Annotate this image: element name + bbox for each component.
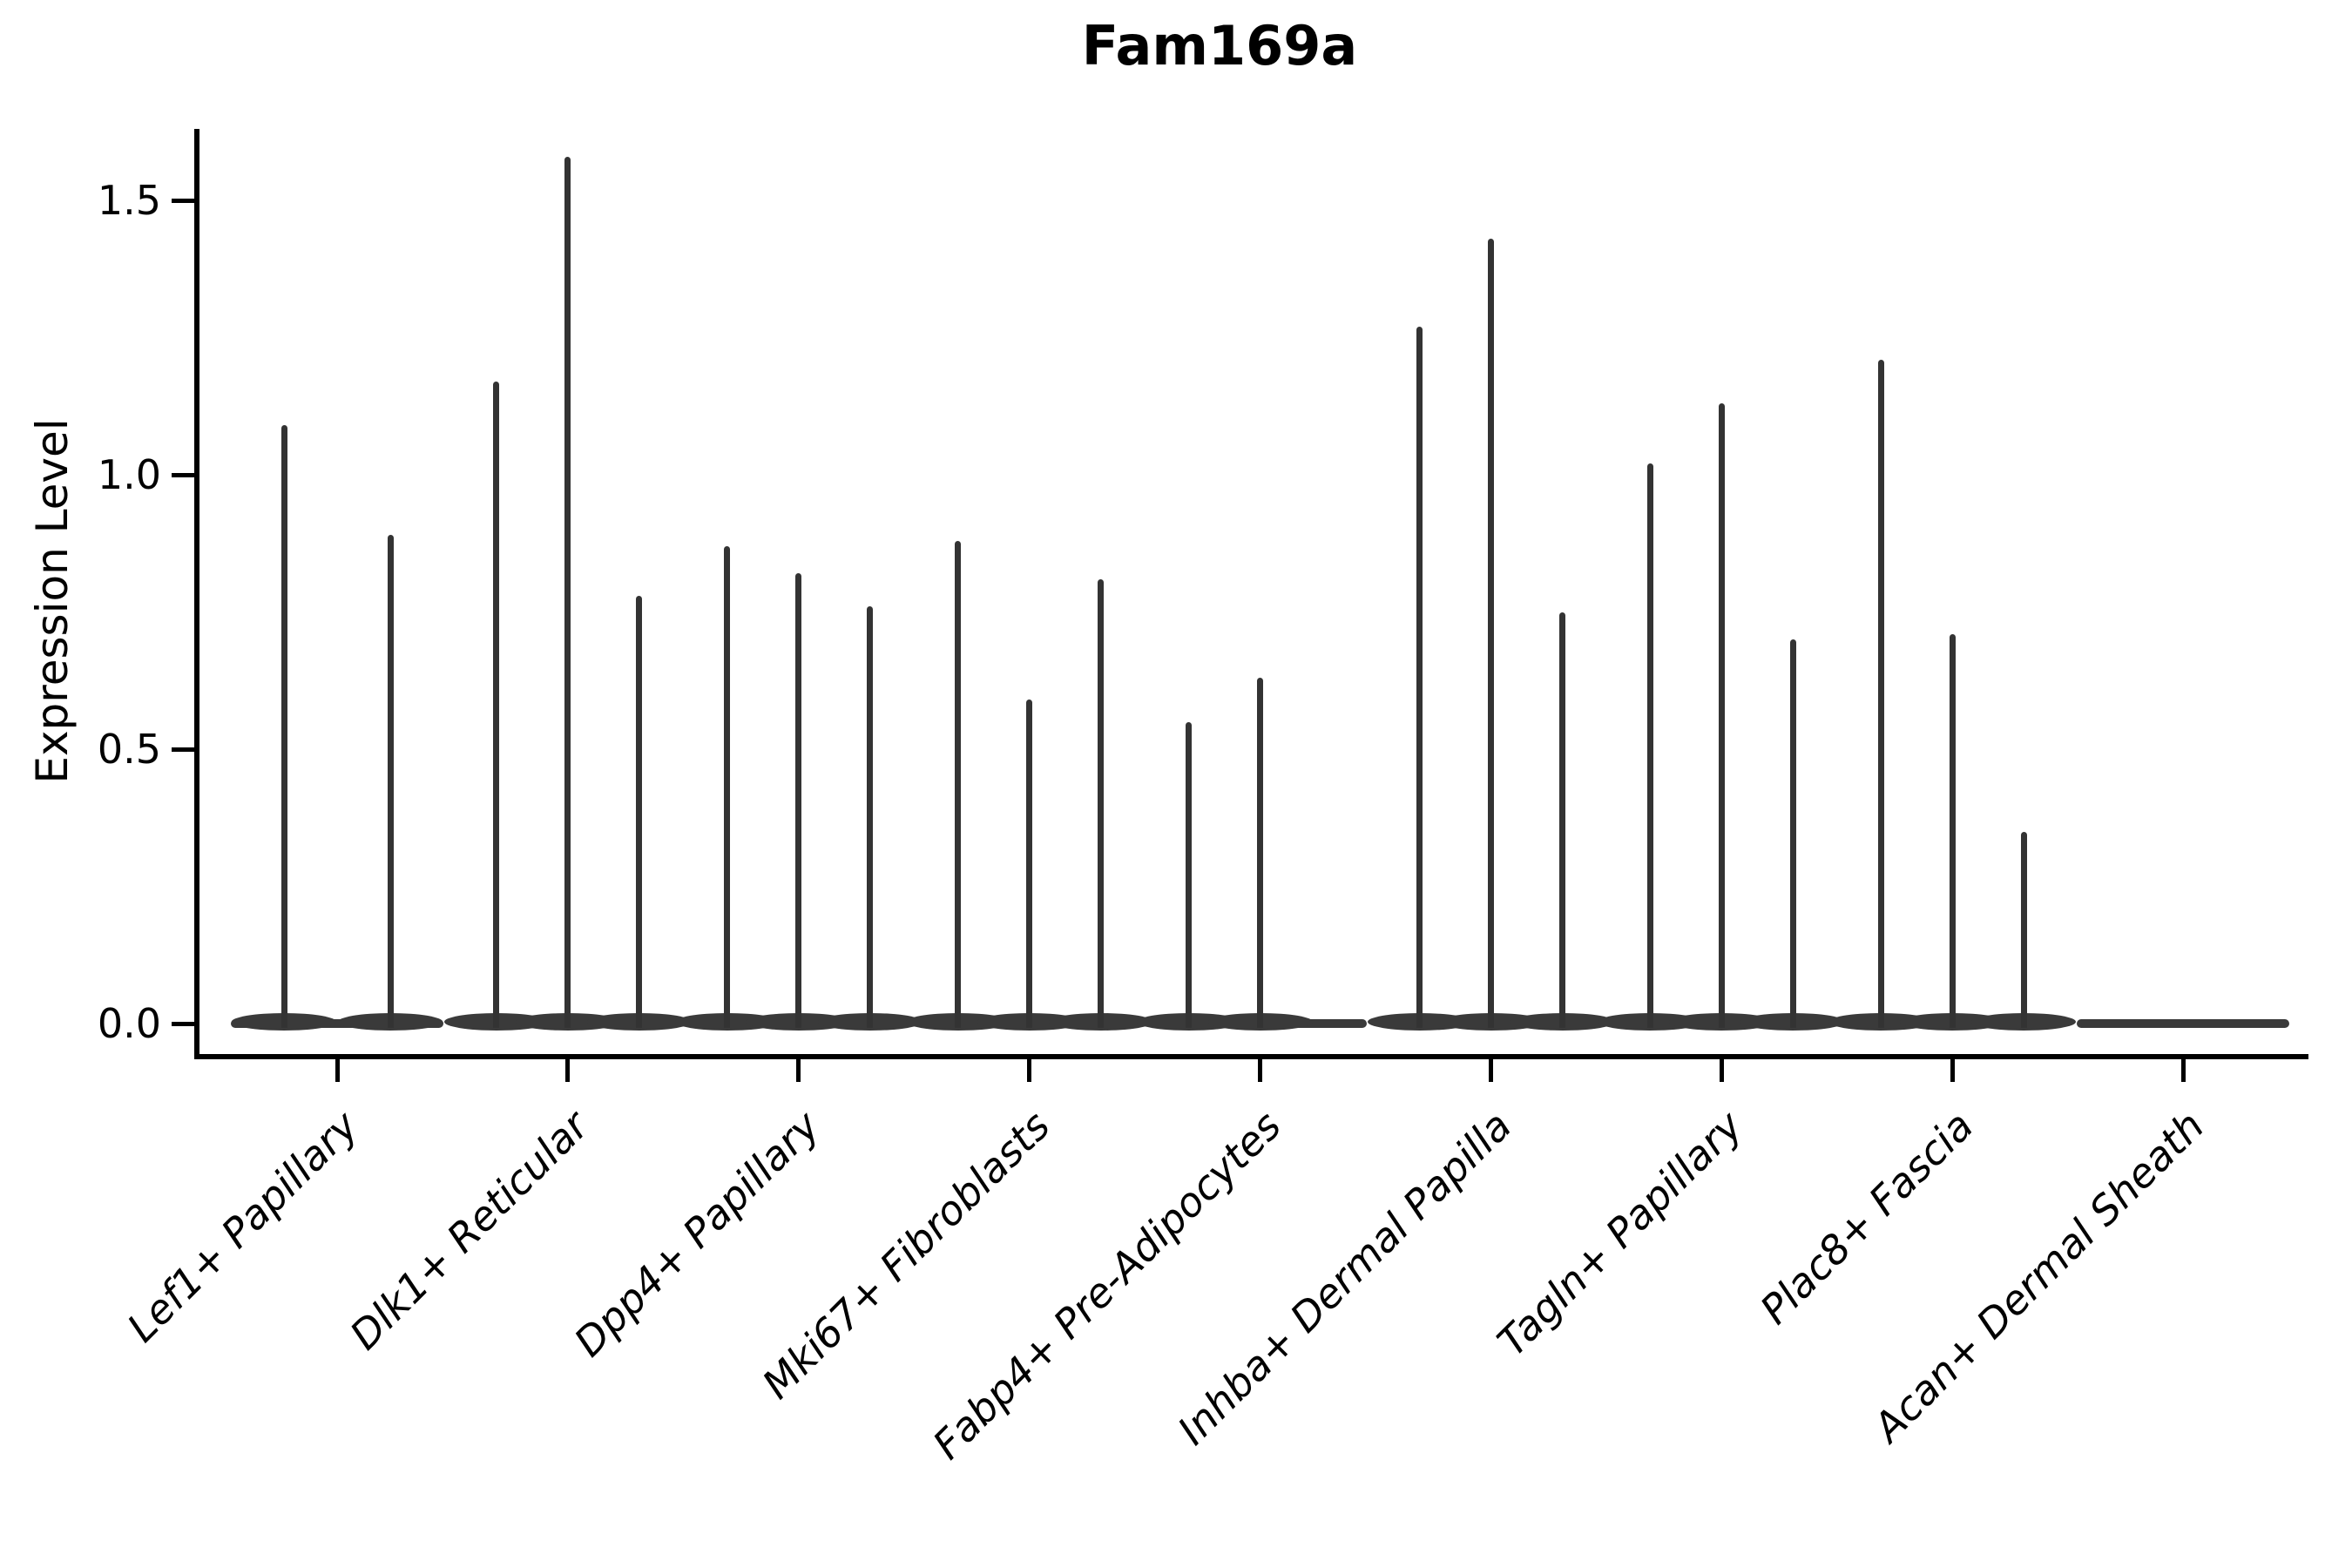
x-axis-spine <box>194 1054 2308 1059</box>
y-tick-label: 0.5 <box>97 726 161 773</box>
violin-spike <box>795 573 802 1028</box>
violin-spike <box>1789 639 1796 1028</box>
violin-spike <box>1488 239 1494 1028</box>
violin-spike <box>1416 326 1423 1028</box>
y-axis-spine <box>194 129 199 1059</box>
violin-spike <box>1098 578 1105 1028</box>
violin-spike <box>636 595 643 1028</box>
y-tick-mark <box>172 747 194 752</box>
violin-spike <box>493 381 500 1028</box>
y-tick-label: 1.5 <box>97 177 161 224</box>
x-tick-label: Lef1+ Papillary <box>118 1102 368 1351</box>
violin-spike <box>1186 721 1193 1028</box>
violin-spike <box>1646 463 1653 1028</box>
x-tick-mark <box>1719 1059 1724 1082</box>
x-tick-mark <box>1489 1059 1493 1082</box>
x-tick-mark <box>2180 1059 2186 1082</box>
violin-spike <box>387 535 394 1028</box>
violin-spike <box>1718 403 1725 1028</box>
x-tick-mark <box>1027 1059 1032 1082</box>
violin-spike <box>564 156 571 1028</box>
x-tick-label: Plac8+ Fascia <box>1751 1102 1983 1334</box>
x-tick-mark <box>796 1059 801 1082</box>
violin-baseline <box>2077 1019 2290 1028</box>
violin-spike <box>1949 633 1956 1028</box>
violin-spike <box>1559 612 1565 1028</box>
violin-spike <box>867 606 874 1028</box>
x-tick-label: Dlk1+ Reticular <box>341 1102 598 1359</box>
x-tick-mark <box>565 1059 571 1082</box>
x-tick-label: Tagln+ Papillary <box>1488 1102 1752 1366</box>
x-tick-label: Dpp4+ Papillary <box>564 1102 828 1366</box>
chart-title: Fam169a <box>1081 14 1358 78</box>
violin-spike <box>724 545 731 1028</box>
x-tick-mark <box>1258 1059 1263 1082</box>
violin-spike <box>1026 700 1033 1028</box>
violin-baseline <box>231 1019 443 1028</box>
violin-spike <box>1877 359 1884 1028</box>
y-tick-label: 0.0 <box>97 1000 161 1047</box>
y-tick-label: 1.0 <box>97 451 161 498</box>
violin-spike <box>955 540 962 1028</box>
violin-spike <box>2020 831 2027 1028</box>
x-tick-mark <box>1950 1059 1955 1082</box>
y-tick-mark <box>172 1021 194 1026</box>
violin-spike <box>1257 678 1264 1028</box>
x-tick-mark <box>335 1059 340 1082</box>
violin-spike <box>280 425 287 1028</box>
y-tick-mark <box>172 198 194 203</box>
y-tick-mark <box>172 472 194 477</box>
